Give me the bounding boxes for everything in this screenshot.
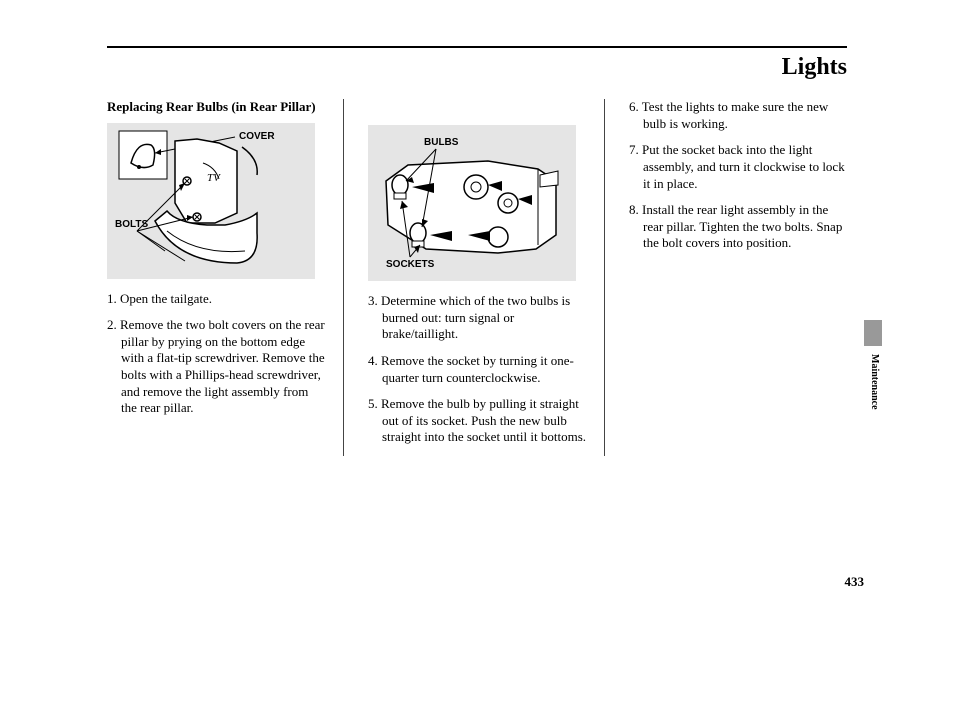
- page-number: 433: [845, 574, 865, 590]
- top-rule: [107, 46, 847, 48]
- column-1: Replacing Rear Bulbs (in Rear Pillar) CO…: [107, 99, 344, 456]
- step-8: 8. Install the rear light assembly in th…: [629, 202, 847, 252]
- steps-col1: 1. Open the tailgate. 2. Remove the two …: [107, 291, 325, 417]
- step-1: 1. Open the tailgate.: [107, 291, 325, 308]
- step-2: 2. Remove the two bolt covers on the rea…: [107, 317, 325, 417]
- step-5: 5. Remove the bulb by pulling it straigh…: [368, 396, 586, 446]
- label-bulbs: BULBS: [424, 137, 459, 148]
- section-tab: [864, 320, 882, 346]
- page-title: Lights: [782, 54, 847, 80]
- section-label: Maintenance: [869, 354, 880, 410]
- content-columns: Replacing Rear Bulbs (in Rear Pillar) CO…: [107, 99, 847, 456]
- column-3: 6. Test the lights to make sure the new …: [629, 99, 847, 456]
- title-row: Lights: [107, 54, 847, 81]
- step-4: 4. Remove the socket by turning it one-q…: [368, 353, 586, 386]
- step-7: 7. Put the socket back into the light as…: [629, 142, 847, 192]
- label-sockets: SOCKETS: [386, 259, 435, 270]
- figure-1: COVER TV BOLTS: [107, 123, 315, 279]
- steps-col3: 6. Test the lights to make sure the new …: [629, 99, 847, 252]
- manual-page: Lights Replacing Rear Bulbs (in Rear Pil…: [0, 0, 954, 710]
- step-3: 3. Determine which of the two bulbs is b…: [368, 293, 586, 343]
- figure-2: BULBS: [368, 125, 576, 281]
- steps-col2: 3. Determine which of the two bulbs is b…: [368, 293, 586, 446]
- subheading: Replacing Rear Bulbs (in Rear Pillar): [107, 99, 325, 115]
- figure-2-svg: BULBS: [368, 125, 576, 281]
- figure-1-svg: COVER TV BOLTS: [107, 123, 315, 279]
- step-6: 6. Test the lights to make sure the new …: [629, 99, 847, 132]
- svg-text:TV: TV: [207, 172, 221, 184]
- label-cover: COVER: [239, 131, 275, 142]
- column-2: BULBS: [368, 99, 605, 456]
